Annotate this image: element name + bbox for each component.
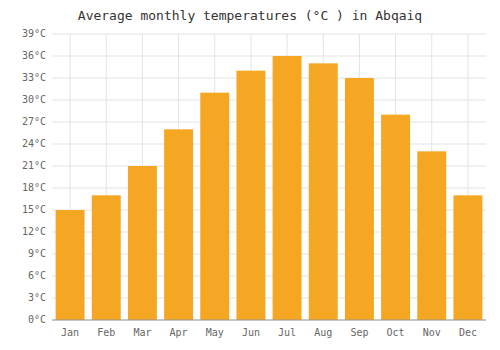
y-grid-line — [52, 122, 486, 123]
bars — [56, 56, 483, 320]
y-grid-line — [52, 100, 486, 101]
bar — [128, 166, 157, 320]
title: Average monthly temperatures (°C ) in Ab… — [78, 8, 422, 23]
x-tick-label: Jan — [61, 327, 79, 338]
y-tick-label: 12°C — [22, 226, 46, 237]
bar — [236, 71, 265, 320]
y-tick-label: 9°C — [28, 248, 46, 259]
y-tick-label: 6°C — [28, 270, 46, 281]
chart: Average monthly temperatures (°C ) in Ab… — [0, 0, 500, 350]
y-tick-label: 36°C — [22, 50, 46, 61]
bar — [345, 78, 374, 320]
y-tick-label: 24°C — [22, 138, 46, 149]
y-grid-line — [52, 34, 486, 35]
y-tick-label: 27°C — [22, 116, 46, 127]
x-tick-label: Dec — [459, 327, 477, 338]
bar — [453, 195, 482, 320]
y-tick-label: 33°C — [22, 72, 46, 83]
x-tick-label: Aug — [314, 327, 332, 338]
y-tick-label: 3°C — [28, 292, 46, 303]
x-tick-label: May — [206, 327, 224, 338]
y-tick-label: 21°C — [22, 160, 46, 171]
y-tick-label: 30°C — [22, 94, 46, 105]
y-tick-label: 15°C — [22, 204, 46, 215]
bar — [309, 63, 338, 320]
y-grid-line — [52, 56, 486, 57]
y-tick-label: 0°C — [28, 314, 46, 325]
bar — [273, 56, 302, 320]
grid — [52, 34, 486, 320]
x-axis-line — [52, 320, 486, 321]
y-tick-label: 18°C — [22, 182, 46, 193]
bar — [164, 129, 193, 320]
bar — [56, 210, 85, 320]
bar — [381, 115, 410, 320]
x-tick-label: Jul — [278, 327, 296, 338]
x-tick-label: Oct — [387, 327, 405, 338]
bar — [200, 93, 229, 320]
bar — [92, 195, 121, 320]
y-grid-line — [52, 78, 486, 79]
y-grid-line — [52, 320, 486, 321]
x-tick-label: Sep — [350, 327, 368, 338]
y-tick-label: 39°C — [22, 28, 46, 39]
x-tick-label: Mar — [133, 327, 151, 338]
x-tick-label: Feb — [97, 327, 115, 338]
bar — [417, 151, 446, 320]
y-grid-line — [52, 144, 486, 145]
x-tick-label: Nov — [423, 327, 441, 338]
x-tick-label: Apr — [170, 327, 188, 338]
x-tick-label: Jun — [242, 327, 260, 338]
